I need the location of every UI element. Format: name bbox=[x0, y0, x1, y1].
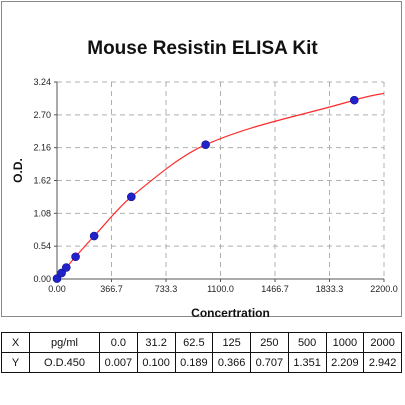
x-tick-label: 0.00 bbox=[48, 284, 66, 294]
data-point bbox=[57, 268, 66, 278]
value-cell: 0.0 bbox=[99, 332, 138, 353]
y-tick-label: 2.70 bbox=[33, 110, 51, 120]
y-axis-label: O.D. bbox=[11, 158, 25, 183]
value-cell: 2000 bbox=[363, 332, 402, 353]
y-tick-label: 2.16 bbox=[33, 143, 51, 153]
y-tick-label: 1.62 bbox=[33, 176, 51, 186]
data-point bbox=[89, 231, 99, 241]
row-unit-cell: O.D.450 bbox=[29, 352, 100, 373]
data-point bbox=[127, 192, 136, 202]
value-cell: 0.366 bbox=[212, 352, 251, 373]
value-cell: 250 bbox=[250, 332, 289, 353]
row-label-cell: Y bbox=[1, 352, 30, 373]
x-tick-label: 1466.7 bbox=[261, 284, 289, 294]
value-cell: 31.2 bbox=[136, 332, 176, 353]
data-point bbox=[52, 274, 62, 283]
value-cell: 62.5 bbox=[174, 332, 214, 353]
data-point bbox=[201, 140, 210, 149]
value-cell: 0.100 bbox=[136, 352, 176, 373]
table-row: Y O.D.450 0.007 0.100 0.189 0.366 0.707 1.351 2.… bbox=[1, 352, 402, 373]
x-tick-label: 733.3 bbox=[155, 284, 178, 294]
value-cell: 2.942 bbox=[363, 352, 402, 373]
data-point bbox=[349, 95, 359, 105]
value-cell: 500 bbox=[287, 332, 327, 353]
data-point bbox=[61, 263, 71, 272]
row-unit-cell: pg/ml bbox=[29, 332, 100, 353]
y-tick-label: 0.00 bbox=[33, 274, 51, 284]
value-cell: 1000 bbox=[325, 332, 365, 353]
row-label-cell: X bbox=[1, 332, 30, 353]
x-tick-label: 2200.0 bbox=[370, 284, 398, 294]
y-tick-label: 1.08 bbox=[33, 208, 51, 218]
x-tick-label: 1833.3 bbox=[316, 284, 344, 294]
value-cell: 125 bbox=[212, 332, 251, 353]
x-tick-label: 1100.0 bbox=[207, 284, 234, 294]
value-cell: 0.007 bbox=[99, 352, 138, 373]
y-tick-label: 0.54 bbox=[33, 241, 51, 251]
chart-plot: 0.00 366.7 733.3 1100.0 1466.7 1833.3 2200.0 0.… bbox=[11, 77, 398, 320]
y-tick-label: 3.24 bbox=[33, 77, 51, 87]
x-axis-label: Concertration bbox=[191, 306, 270, 320]
x-tick-label: 366.7 bbox=[100, 284, 123, 294]
chart-title: Mouse Resistin ELISA Kit bbox=[87, 38, 318, 59]
value-cell: 2.209 bbox=[325, 352, 365, 373]
value-cell: 0.189 bbox=[174, 352, 214, 373]
data-point bbox=[71, 252, 80, 262]
value-cell: 1.351 bbox=[287, 352, 327, 373]
value-cell: 0.707 bbox=[250, 352, 289, 373]
